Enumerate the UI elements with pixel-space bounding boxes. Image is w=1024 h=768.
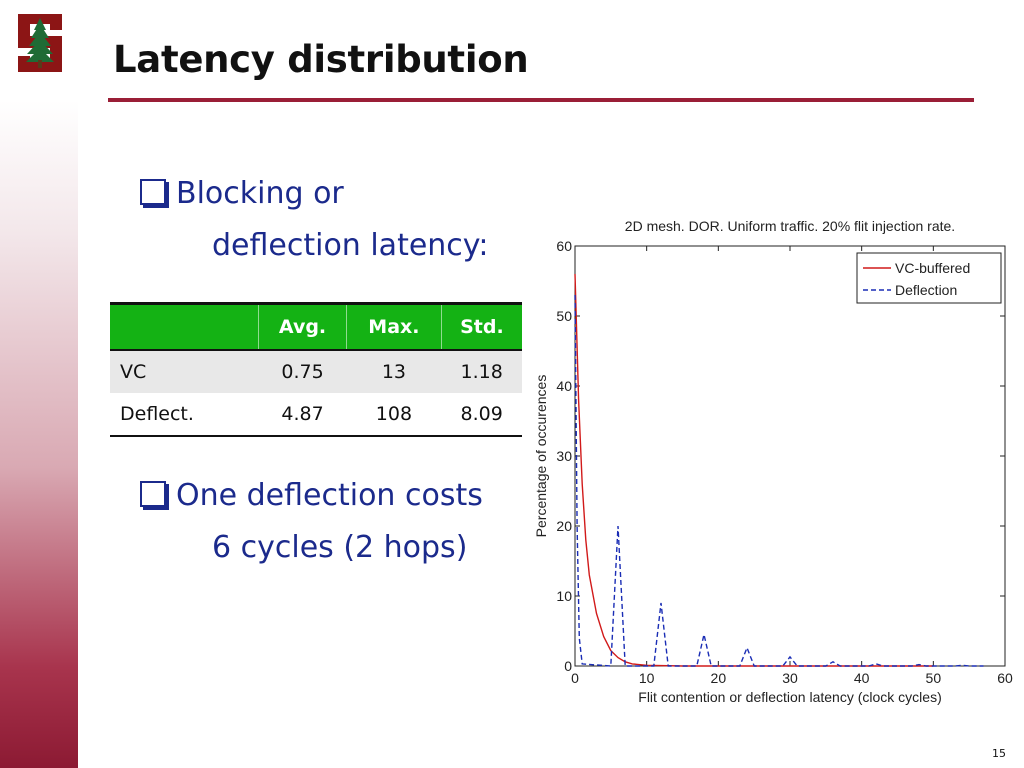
x-tick-label: 10 <box>639 670 655 686</box>
university-logo <box>18 14 62 72</box>
bullet-line: Blocking or <box>176 176 344 211</box>
checkbox-bullet-icon <box>140 178 166 205</box>
table-cell: 13 <box>346 350 442 393</box>
table-header-row: Avg. Max. Std. <box>110 302 522 351</box>
legend-label: Deflection <box>895 282 957 298</box>
y-tick-label: 20 <box>556 518 572 534</box>
title-divider <box>108 98 974 102</box>
y-tick-label: 60 <box>556 238 572 254</box>
bullet-line: deflection latency: <box>212 228 489 263</box>
latency-chart: 0 10 20 30 40 50 60 0 10 20 30 40 50 60 2D mesh. DOR. … <box>533 218 1013 705</box>
slide-title: Latency distribution <box>113 38 529 81</box>
x-tick-label: 20 <box>711 670 727 686</box>
y-tick-label: 40 <box>556 378 572 394</box>
table-cell: 8.09 <box>441 393 522 437</box>
latency-table: Avg. Max. Std. VC 0.75 13 1.18 Deflect. … <box>110 302 522 437</box>
plot-area <box>574 245 1006 667</box>
table-header-cell <box>110 302 259 351</box>
checkbox-bullet-icon <box>140 480 166 507</box>
table-row: VC 0.75 13 1.18 <box>110 350 522 393</box>
y-tick-label: 0 <box>564 658 572 674</box>
table-header-cell: Max. <box>345 302 442 351</box>
table-cell: VC <box>110 350 259 393</box>
table-header-cell: Std. <box>440 302 522 351</box>
legend-label: VC-buffered <box>895 260 970 276</box>
y-tick-label: 10 <box>556 588 572 604</box>
bullet-deflection-cost: One deflection costs 6 cycles (2 hops) <box>140 470 483 574</box>
y-tick-label: 50 <box>556 308 572 324</box>
bullet-line: One deflection costs <box>176 478 483 513</box>
bullet-line: 6 cycles (2 hops) <box>212 530 468 565</box>
legend-box <box>856 252 1002 304</box>
table-cell: Deflect. <box>110 393 259 437</box>
page-number: 15 <box>992 747 1006 760</box>
y-tick-label: 30 <box>556 448 572 464</box>
y-axis-label: Percentage of occurences <box>533 375 549 538</box>
table-cell: 1.18 <box>441 350 522 393</box>
x-tick-label: 30 <box>782 670 798 686</box>
table-header-cell: Avg. <box>258 302 347 351</box>
chart-title: 2D mesh. DOR. Uniform traffic. 20% flit … <box>625 218 955 234</box>
x-axis-label: Flit contention or deflection latency (c… <box>638 689 941 705</box>
side-gradient-band <box>0 100 78 768</box>
bullet-blocking-latency: Blocking or deflection latency: <box>140 168 488 272</box>
x-tick-label: 0 <box>571 670 579 686</box>
x-tick-label: 50 <box>926 670 942 686</box>
x-tick-label: 40 <box>854 670 870 686</box>
table-row: Deflect. 4.87 108 8.09 <box>110 393 522 437</box>
table-cell: 4.87 <box>258 393 347 437</box>
table-cell: 108 <box>346 393 442 437</box>
table-cell: 0.75 <box>258 350 347 393</box>
series-line-deflection <box>574 294 984 667</box>
x-tick-label: 60 <box>997 670 1013 686</box>
